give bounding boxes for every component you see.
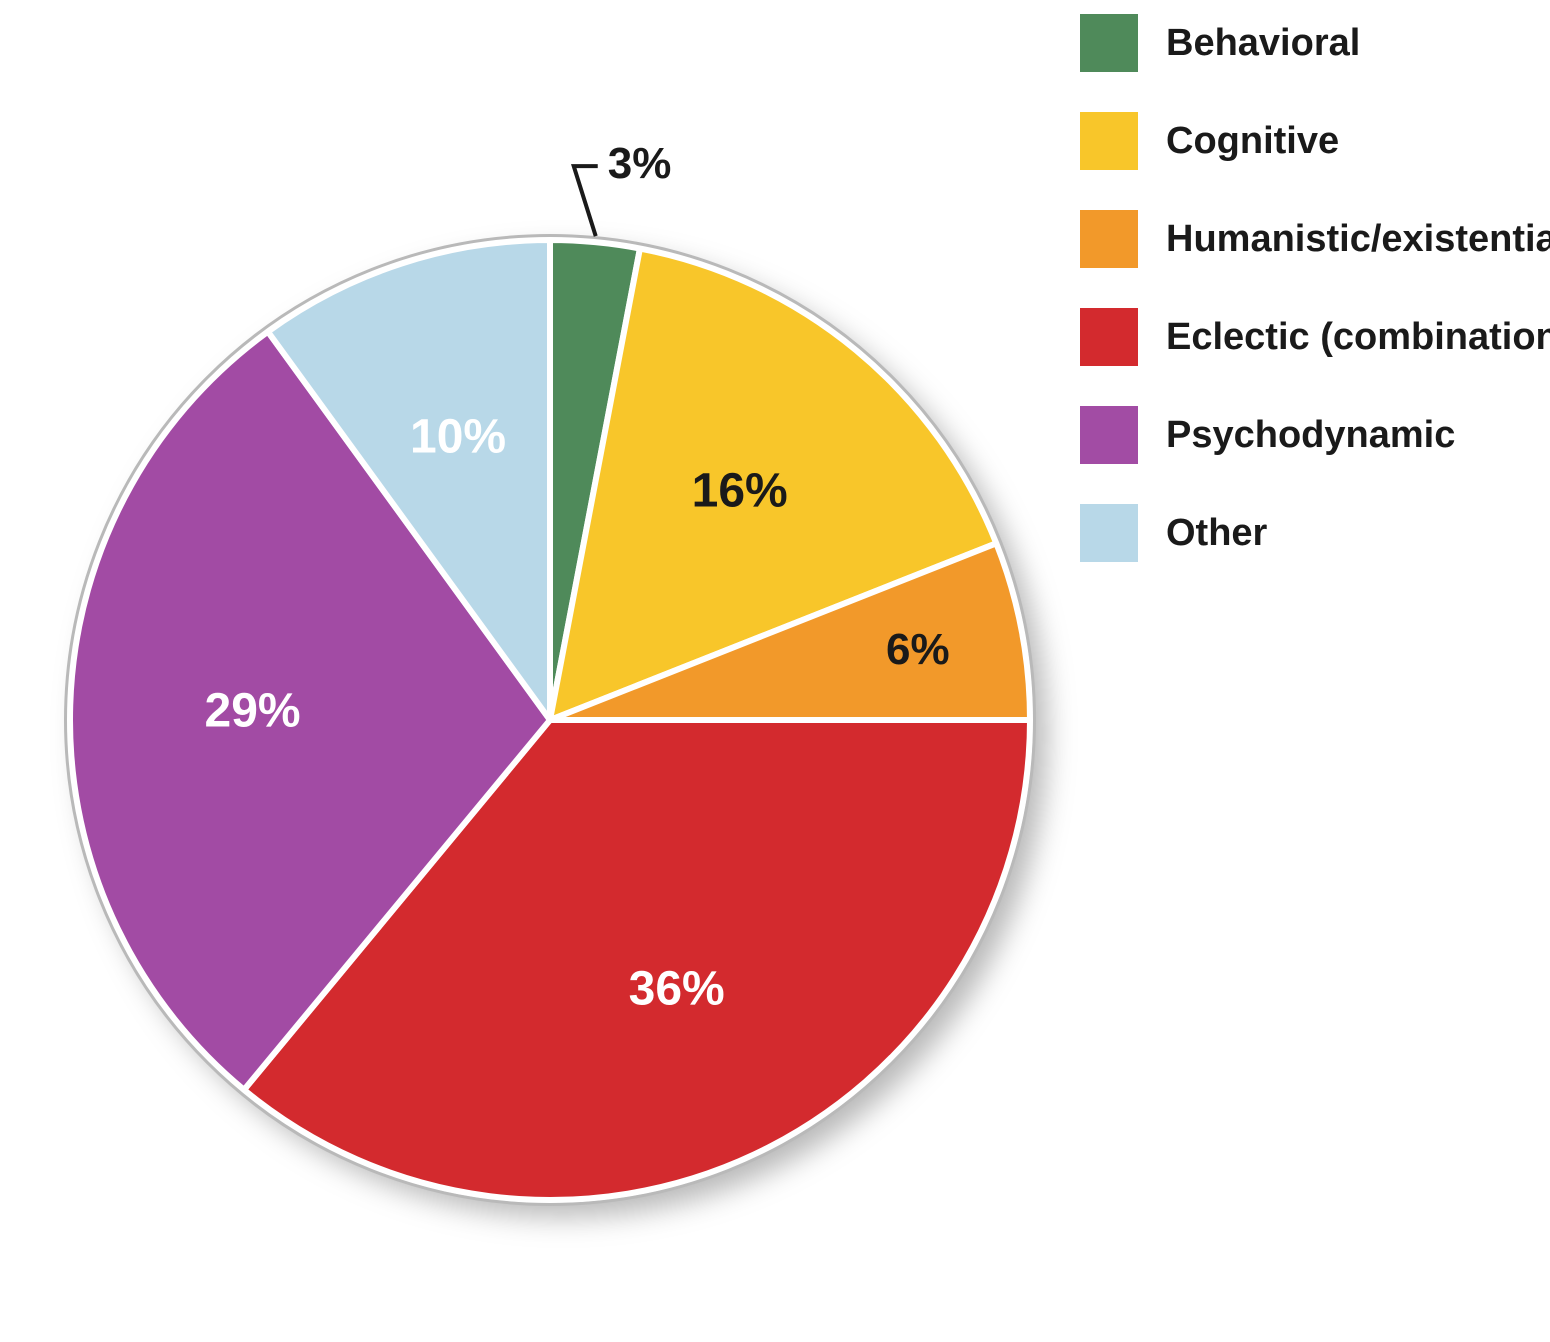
legend-label-behavioral: Behavioral: [1166, 22, 1360, 65]
legend-item-eclectic: Eclectic (combination): [1080, 308, 1550, 366]
legend-item-cognitive: Cognitive: [1080, 112, 1550, 170]
legend-swatch-eclectic: [1080, 308, 1138, 366]
legend-label-psychodynamic: Psychodynamic: [1166, 414, 1455, 457]
legend-item-other: Other: [1080, 504, 1550, 562]
legend-swatch-cognitive: [1080, 112, 1138, 170]
legend-swatch-other: [1080, 504, 1138, 562]
callout-leader-behavioral: [574, 166, 598, 236]
legend-label-cognitive: Cognitive: [1166, 120, 1339, 163]
legend-item-psychodynamic: Psychodynamic: [1080, 406, 1550, 464]
legend-swatch-humanistic: [1080, 210, 1138, 268]
legend-swatch-behavioral: [1080, 14, 1138, 72]
legend-label-humanistic: Humanistic/existential: [1166, 218, 1550, 261]
chart-canvas: 3%16%6%36%29%10% Behavioral Cognitive Huma…: [0, 0, 1550, 1342]
legend-label-eclectic: Eclectic (combination): [1166, 316, 1550, 359]
legend-label-other: Other: [1166, 512, 1267, 555]
pie-chart: 3%16%6%36%29%10%: [0, 160, 1110, 1280]
legend-item-humanistic: Humanistic/existential: [1080, 210, 1550, 268]
legend-item-behavioral: Behavioral: [1080, 14, 1550, 72]
legend: Behavioral Cognitive Humanistic/existentia…: [1080, 14, 1550, 602]
legend-swatch-psychodynamic: [1080, 406, 1138, 464]
